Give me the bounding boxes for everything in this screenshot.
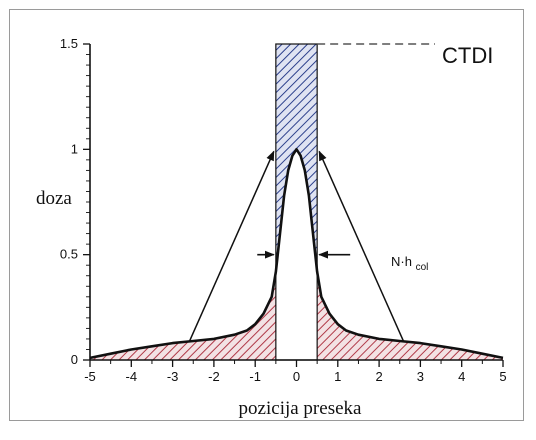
x-tick-label: 1 — [334, 369, 341, 384]
ctdi-label: CTDI — [442, 43, 493, 68]
x-tick-label: -4 — [126, 369, 138, 384]
x-tick-label: 4 — [458, 369, 465, 384]
x-axis-label: pozicija preseka — [239, 398, 362, 419]
x-tick-label: -1 — [249, 369, 261, 384]
right-tail-area — [317, 271, 503, 360]
right-arrow — [318, 150, 405, 343]
dose-profile-chart: -5 -4 -3 -2 -1 0 1 2 3 4 5 0 0.5 1 1.5 pozicija presek… — [36, 36, 507, 419]
ctdi-area — [275, 44, 318, 272]
x-tick-label: 3 — [417, 369, 424, 384]
y-tick-label: 0 — [71, 352, 78, 367]
chart-frame: -5 -4 -3 -2 -1 0 1 2 3 4 5 0 0.5 1 1.5 pozicija presek… — [9, 9, 524, 421]
collimation-label-sub: col — [416, 262, 429, 273]
x-tick-label: -2 — [208, 369, 220, 384]
collimation-label: N·h col — [391, 254, 428, 273]
y-tick-label: 0.5 — [60, 247, 78, 262]
left-tail-area — [90, 271, 276, 360]
collimation-label-base: N·h — [391, 254, 412, 269]
y-axis-label: doza — [36, 188, 72, 209]
y-tick-label: 1.5 — [60, 36, 78, 51]
x-tick-label: -3 — [167, 369, 179, 384]
dose-profile-line — [89, 148, 504, 360]
x-tick-label: 2 — [375, 369, 382, 384]
x-tick-label: -5 — [84, 369, 96, 384]
x-tick-label: 5 — [499, 369, 506, 384]
left-arrow — [188, 150, 275, 343]
y-tick-label: 1 — [71, 141, 78, 156]
x-tick-label: 0 — [293, 369, 300, 384]
